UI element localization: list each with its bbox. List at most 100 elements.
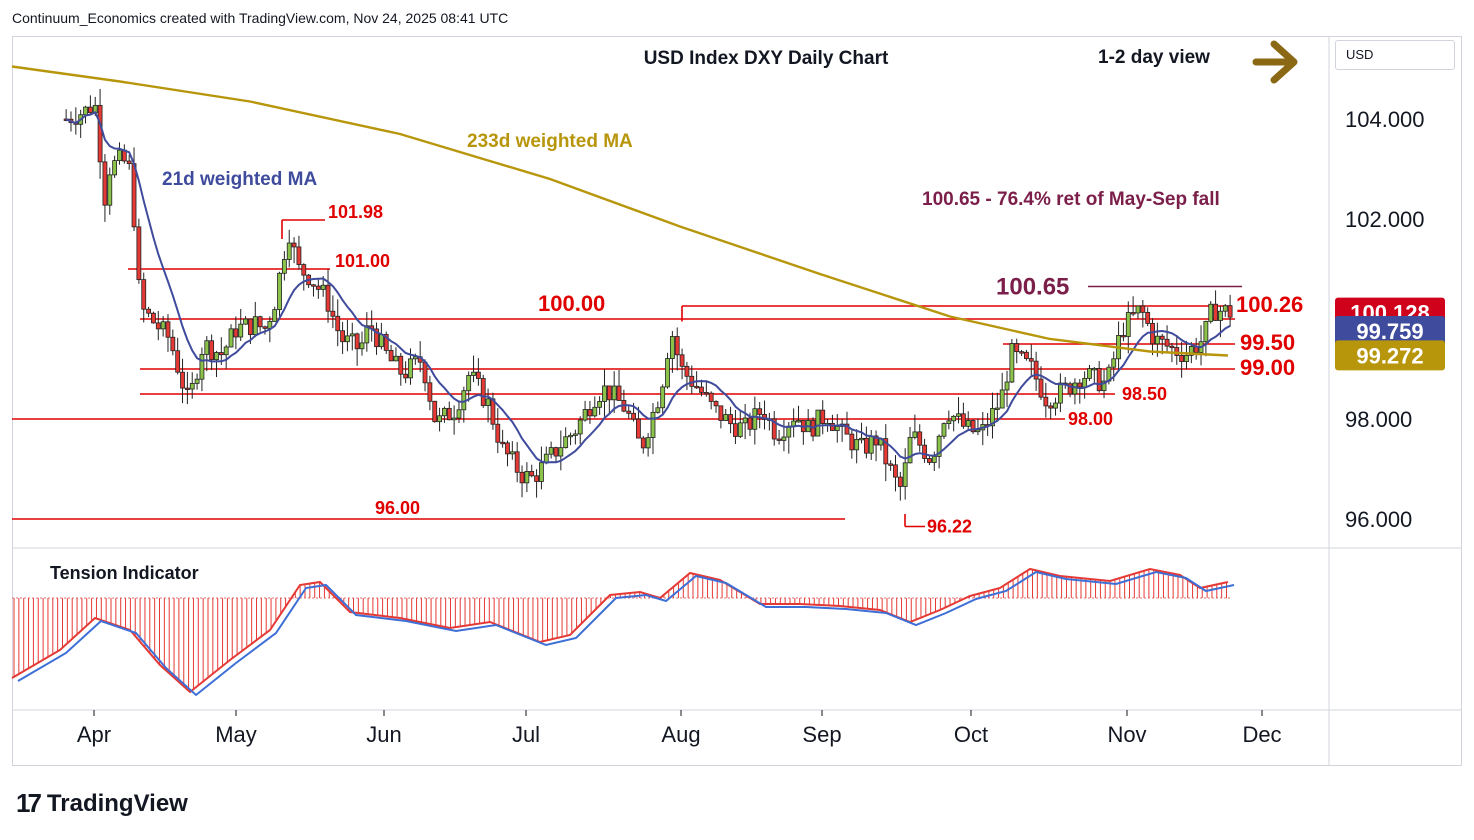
candle bbox=[83, 106, 88, 116]
candle bbox=[577, 419, 583, 435]
candle bbox=[1038, 378, 1044, 398]
candle bbox=[548, 447, 554, 455]
level-label-100-65: 100.65 bbox=[996, 274, 1069, 301]
candle bbox=[703, 392, 709, 395]
candle bbox=[534, 475, 539, 482]
candle bbox=[1101, 380, 1107, 392]
candle bbox=[1014, 343, 1020, 353]
x-tick-label: Dec bbox=[1242, 722, 1281, 747]
candle bbox=[815, 409, 821, 437]
candle bbox=[830, 422, 835, 431]
candle bbox=[776, 438, 782, 441]
candle bbox=[631, 412, 636, 420]
currency-selector[interactable]: USD bbox=[1335, 40, 1455, 70]
candle bbox=[408, 358, 413, 379]
view-label: 1-2 day view bbox=[1098, 47, 1210, 68]
candle bbox=[708, 392, 714, 402]
candle bbox=[165, 321, 171, 338]
candle bbox=[175, 350, 181, 373]
candle bbox=[747, 417, 753, 430]
chart-credit: Continuum_Economics created with Trading… bbox=[12, 10, 509, 26]
candle bbox=[888, 463, 894, 466]
candle bbox=[820, 409, 826, 424]
candle bbox=[728, 414, 733, 425]
y-tick-label: 102.000 bbox=[1345, 207, 1425, 232]
candle bbox=[669, 336, 675, 359]
candle bbox=[1159, 335, 1165, 340]
candle bbox=[485, 398, 491, 406]
candle bbox=[863, 437, 869, 454]
candle bbox=[742, 417, 748, 424]
candle bbox=[209, 340, 215, 361]
x-tick-label: Oct bbox=[954, 722, 988, 747]
candle bbox=[466, 375, 472, 392]
candle bbox=[257, 316, 263, 328]
candle bbox=[136, 226, 142, 281]
candle bbox=[965, 420, 971, 427]
candle bbox=[1048, 405, 1054, 409]
indicator-slow-line bbox=[17, 570, 1235, 697]
candle bbox=[1087, 368, 1092, 379]
x-tick-label: May bbox=[215, 722, 257, 747]
candle bbox=[451, 417, 457, 421]
candle bbox=[296, 246, 302, 265]
candle bbox=[388, 350, 394, 362]
candle bbox=[568, 434, 573, 438]
candle bbox=[117, 149, 122, 162]
candle bbox=[1004, 381, 1010, 391]
candle bbox=[951, 415, 957, 422]
candle bbox=[665, 358, 670, 388]
candle bbox=[281, 259, 287, 274]
candle bbox=[1140, 305, 1146, 313]
candle bbox=[1213, 303, 1218, 321]
candle bbox=[335, 315, 341, 332]
chart-frame bbox=[12, 36, 1462, 766]
x-tick-label: Sep bbox=[802, 722, 841, 747]
candle bbox=[674, 336, 680, 356]
candle bbox=[941, 423, 947, 437]
candle bbox=[471, 371, 476, 376]
candle bbox=[204, 340, 210, 355]
candle bbox=[636, 418, 641, 439]
candle bbox=[1169, 345, 1175, 349]
candle bbox=[403, 373, 409, 379]
currency-label: USD bbox=[1346, 47, 1374, 62]
ma233-label: 233d weighted MA bbox=[467, 131, 633, 152]
candle bbox=[679, 354, 685, 367]
candle bbox=[1067, 383, 1073, 395]
candle bbox=[1077, 382, 1083, 388]
candle bbox=[233, 328, 239, 338]
candle bbox=[189, 382, 195, 390]
y-tick-label: 104.000 bbox=[1345, 107, 1425, 132]
candle bbox=[592, 406, 598, 417]
candle bbox=[422, 361, 428, 384]
tradingview-mark-icon: 17 bbox=[16, 788, 42, 818]
candle bbox=[1121, 335, 1126, 338]
candle bbox=[291, 242, 297, 248]
candle bbox=[752, 408, 758, 430]
candle bbox=[505, 442, 510, 455]
candle bbox=[180, 371, 185, 389]
candle bbox=[524, 471, 530, 484]
candle bbox=[301, 264, 307, 276]
candle bbox=[427, 382, 433, 402]
candle bbox=[184, 387, 190, 390]
candle bbox=[223, 346, 229, 356]
candle bbox=[155, 322, 161, 330]
candle bbox=[1053, 402, 1058, 409]
candle bbox=[141, 279, 147, 310]
price-badge-label: 99.272 bbox=[1356, 343, 1423, 368]
candle bbox=[718, 405, 724, 421]
candle bbox=[146, 308, 151, 314]
candle bbox=[733, 423, 738, 437]
candle bbox=[170, 336, 176, 352]
candle bbox=[480, 378, 486, 406]
candle bbox=[1145, 311, 1151, 324]
candle bbox=[1028, 358, 1034, 362]
level-label-96-22: 96.22 bbox=[927, 517, 972, 537]
tradingview-logo[interactable]: 17 TradingView bbox=[16, 788, 188, 819]
candle bbox=[519, 471, 525, 484]
candle bbox=[102, 161, 108, 206]
candle bbox=[582, 409, 588, 421]
